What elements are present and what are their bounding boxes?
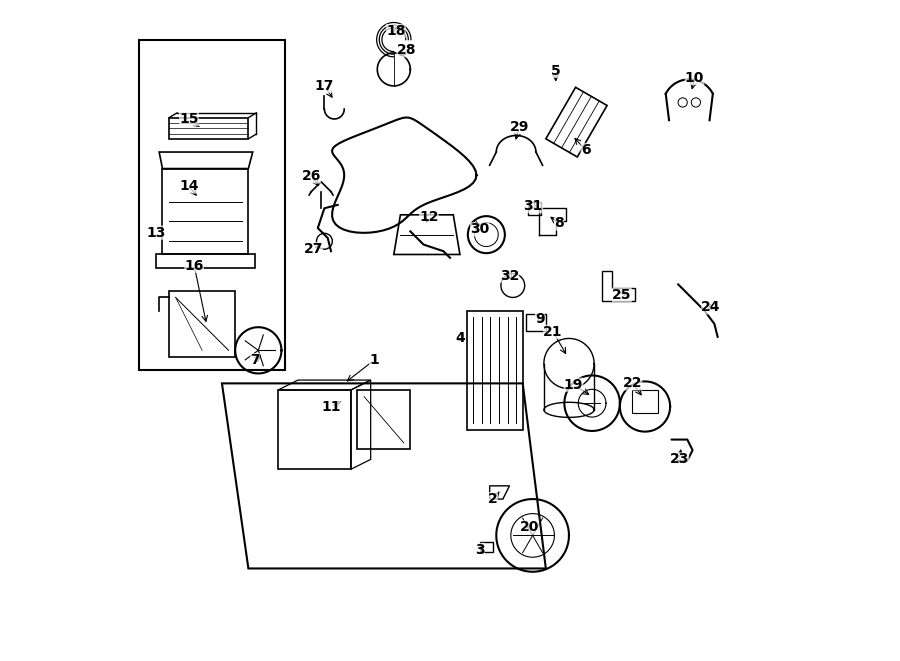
Text: 9: 9 bbox=[536, 311, 544, 326]
Text: 16: 16 bbox=[184, 258, 204, 273]
Text: 12: 12 bbox=[419, 210, 438, 224]
Text: 21: 21 bbox=[544, 325, 562, 339]
Text: 6: 6 bbox=[580, 143, 590, 157]
Text: 10: 10 bbox=[685, 71, 705, 85]
Text: 26: 26 bbox=[302, 169, 321, 184]
Text: 32: 32 bbox=[500, 268, 519, 283]
Text: 11: 11 bbox=[321, 399, 341, 414]
Text: 22: 22 bbox=[623, 376, 643, 391]
Text: 29: 29 bbox=[509, 120, 529, 134]
Text: 20: 20 bbox=[519, 520, 539, 535]
Text: 13: 13 bbox=[146, 225, 166, 240]
Text: 27: 27 bbox=[303, 242, 323, 256]
Text: 14: 14 bbox=[179, 179, 199, 194]
Text: 7: 7 bbox=[250, 353, 260, 368]
Bar bbox=[140, 40, 284, 370]
Text: 19: 19 bbox=[564, 377, 583, 392]
Text: 17: 17 bbox=[315, 79, 334, 93]
Text: 8: 8 bbox=[554, 216, 564, 231]
Text: 25: 25 bbox=[612, 288, 632, 302]
Text: 23: 23 bbox=[670, 452, 689, 467]
Text: 1: 1 bbox=[369, 353, 379, 368]
Text: 18: 18 bbox=[386, 24, 406, 38]
Text: 31: 31 bbox=[524, 199, 543, 214]
Text: 15: 15 bbox=[179, 112, 199, 126]
Text: 4: 4 bbox=[455, 331, 464, 346]
Text: 24: 24 bbox=[701, 300, 721, 315]
Text: 5: 5 bbox=[551, 63, 561, 78]
Text: 2: 2 bbox=[488, 492, 498, 506]
Text: 3: 3 bbox=[475, 543, 484, 557]
Text: 30: 30 bbox=[470, 222, 490, 237]
Text: 28: 28 bbox=[397, 43, 416, 58]
